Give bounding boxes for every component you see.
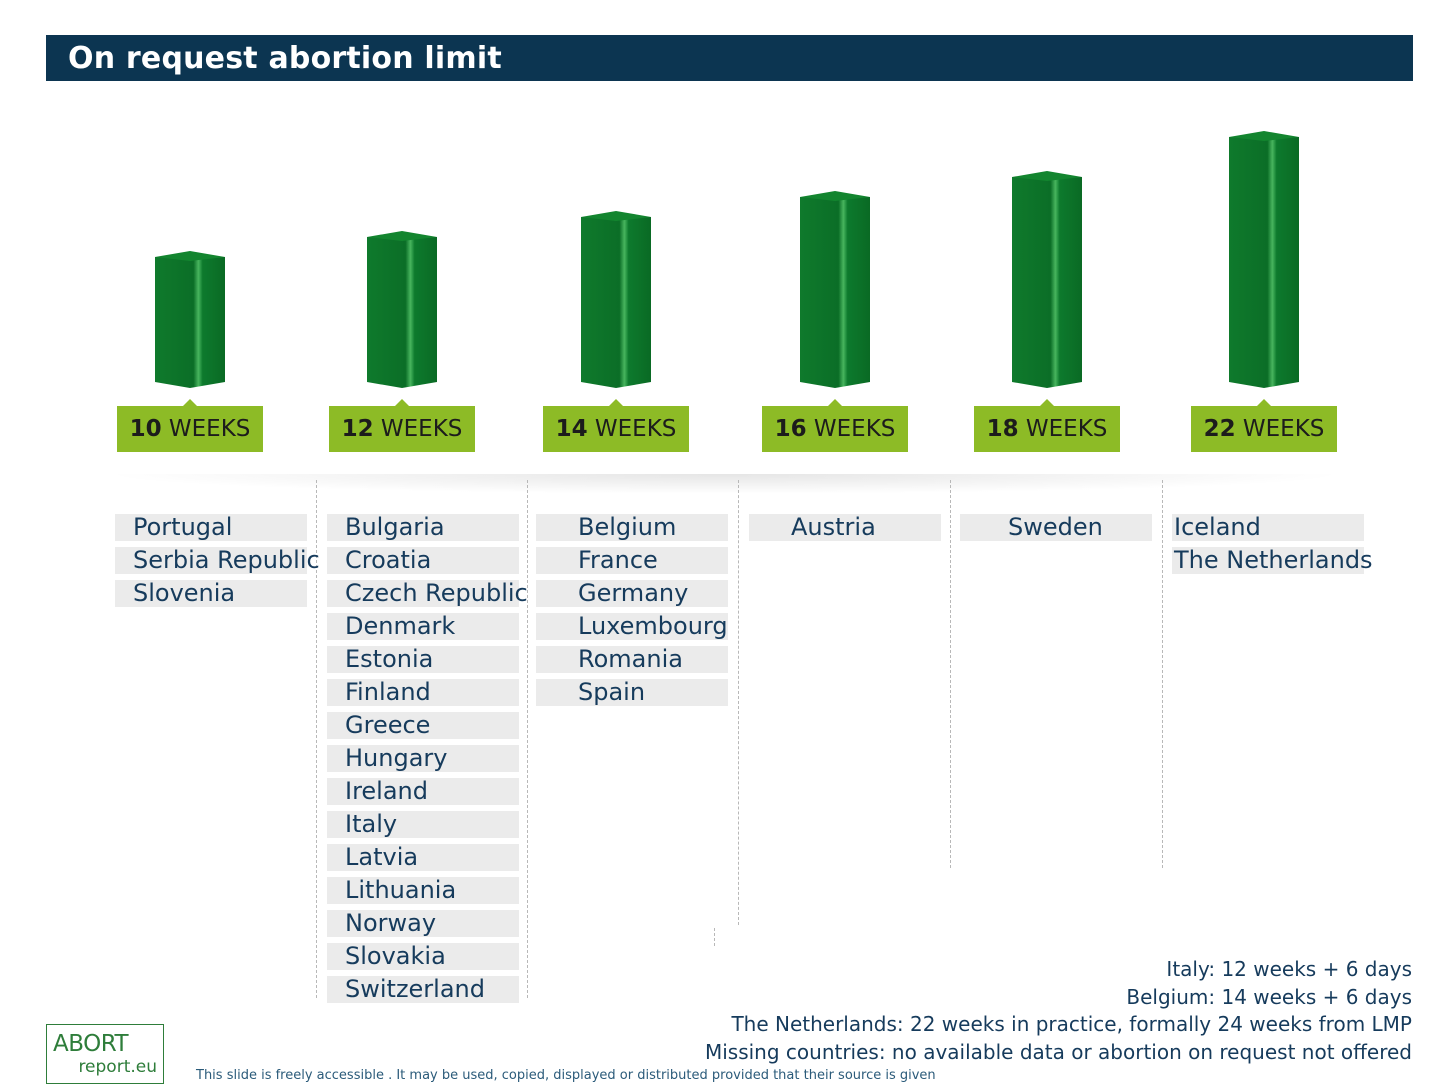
note-italy: Italy: 12 weeks + 6 days — [1166, 957, 1412, 981]
week-unit: WEEKS — [1018, 416, 1108, 442]
column-divider — [316, 480, 317, 998]
footnotes: Italy: 12 weeks + 6 days Belgium: 14 wee… — [705, 956, 1412, 1066]
country-item: Latvia — [327, 844, 519, 871]
week-value: 14 — [555, 416, 588, 442]
bar-16-weeks — [800, 191, 870, 388]
week-label-14: 14 WEEKS — [543, 399, 689, 452]
week-label-18: 18 WEEKS — [974, 399, 1120, 452]
week-label-10: 10 WEEKS — [117, 399, 263, 452]
week-unit: WEEKS — [1235, 416, 1325, 442]
bar-18-weeks — [1012, 171, 1082, 388]
week-value: 18 — [986, 416, 1019, 442]
country-item: Germany — [536, 580, 728, 607]
country-column-18: Sweden — [960, 514, 1152, 547]
note-netherlands: The Netherlands: 22 weeks in practice, f… — [731, 1012, 1412, 1036]
column-divider — [950, 480, 951, 868]
week-unit: WEEKS — [373, 416, 463, 442]
week-label-22: 22 WEEKS — [1191, 399, 1337, 452]
country-item: Lithuania — [327, 877, 519, 904]
week-unit: WEEKS — [806, 416, 896, 442]
country-item: Serbia Republic — [115, 547, 320, 574]
country-column-10: Portugal Serbia Republic Slovenia — [115, 514, 320, 613]
logo-line2: report.eu — [78, 1057, 157, 1077]
country-item: Spain — [536, 679, 728, 706]
bar-chart — [155, 131, 1299, 388]
country-column-22: Iceland The Netherlands — [1172, 514, 1373, 580]
country-item: Italy — [327, 811, 519, 838]
week-label-16: 16 WEEKS — [762, 399, 908, 452]
country-item: Iceland — [1172, 514, 1364, 541]
country-item: The Netherlands — [1172, 546, 1373, 574]
country-item: Austria — [749, 514, 941, 541]
week-label-12: 12 WEEKS — [329, 399, 475, 452]
abortreport-logo: ABORT report.eu — [46, 1024, 164, 1084]
week-value: 10 — [129, 416, 162, 442]
column-divider — [1162, 480, 1163, 868]
week-unit: WEEKS — [161, 416, 251, 442]
country-item: Belgium — [536, 514, 728, 541]
country-item: Luxembourg — [536, 613, 728, 640]
country-column-16: Austria — [749, 514, 941, 547]
footer-text: This slide is freely accessible . It may… — [196, 1068, 936, 1083]
country-item: Hungary — [327, 745, 519, 772]
week-unit: WEEKS — [587, 416, 677, 442]
bar-22-weeks — [1229, 131, 1299, 388]
country-item: Croatia — [327, 547, 519, 574]
country-column-12: Bulgaria Croatia Czech Republic Denmark Esto… — [327, 514, 528, 1009]
country-item: Portugal — [115, 514, 307, 541]
country-item: Greece — [327, 712, 519, 739]
country-item: Slovakia — [327, 943, 519, 970]
page-title: On request abortion limit — [68, 41, 502, 76]
country-item: Slovenia — [115, 580, 307, 607]
country-item: Finland — [327, 679, 519, 706]
shadow-strip — [100, 474, 1350, 494]
country-item: Romania — [536, 646, 728, 673]
note-belgium: Belgium: 14 weeks + 6 days — [1126, 984, 1412, 1009]
country-item: Sweden — [960, 514, 1152, 541]
country-item: France — [536, 547, 728, 574]
column-divider — [714, 928, 715, 946]
week-value: 16 — [774, 416, 807, 442]
country-item: Czech Republic — [327, 580, 528, 607]
column-divider — [738, 480, 739, 925]
logo-line1: ABORT — [53, 1031, 129, 1057]
column-divider — [527, 480, 528, 998]
title-bar: On request abortion limit — [46, 35, 1413, 81]
country-item: Norway — [327, 910, 519, 937]
week-value: 12 — [341, 416, 374, 442]
country-column-14: Belgium France Germany Luxembourg Romania Spa… — [536, 514, 728, 712]
country-item: Bulgaria — [327, 514, 519, 541]
week-value: 22 — [1203, 416, 1236, 442]
bar-12-weeks — [367, 231, 437, 388]
bar-10-weeks — [155, 251, 225, 388]
country-item: Estonia — [327, 646, 519, 673]
bar-14-weeks — [581, 211, 651, 388]
country-item: Switzerland — [327, 976, 519, 1003]
note-missing: Missing countries: no available data or … — [704, 1039, 1412, 1064]
country-item: Ireland — [327, 778, 519, 805]
country-item: Denmark — [327, 613, 519, 640]
